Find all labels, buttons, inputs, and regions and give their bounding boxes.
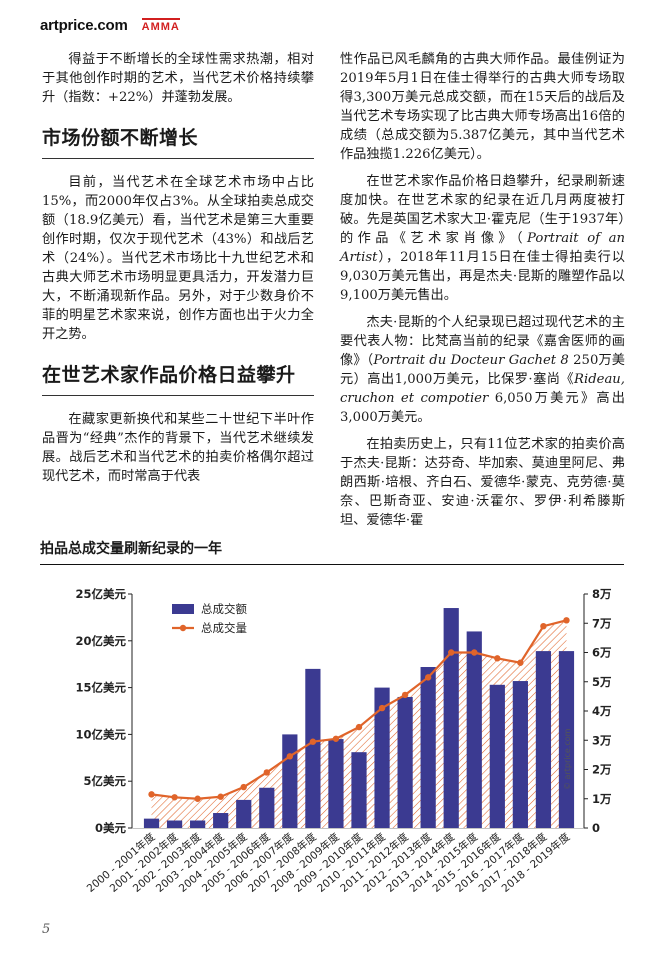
market-share-paragraph: 目前，当代艺术在全球艺术市场中占比15%，而2000年仅占3%。从全球拍卖总成交…	[42, 175, 314, 342]
bar	[236, 799, 252, 828]
line-point	[286, 753, 294, 760]
bar	[466, 631, 482, 828]
right-paragraph-4: 在拍卖历史上，只有11位艺术家的拍卖价高于杰夫·昆斯：达芬奇、毕加索、莫迪里阿尼…	[340, 437, 625, 528]
intro-paragraph: 得益于不断增长的全球性需求热潮，相对于其他创作时期的艺术，当代艺术价格持续攀升（…	[42, 52, 314, 105]
bar	[213, 813, 229, 828]
bar	[166, 820, 183, 828]
living-artists-paragraph: 在藏家更新换代和某些二十世纪下半叶作品晋为“经典”杰作的背景下，当代艺术继续发展…	[42, 412, 314, 484]
combo-chart: 0美元 5亿美元 10亿美元 15亿美元 20亿美元 25亿美元 0 1万 2万 3万 4万 5万 6万…	[75, 587, 612, 895]
right-tick-label: 1万	[592, 792, 612, 806]
line-point	[424, 674, 432, 681]
right-tick-label: 7万	[592, 616, 612, 630]
bar	[558, 651, 575, 828]
text-run: ），2018年11月15日在佳士得拍卖行以9,030万美元售出，再是杰夫·昆斯的…	[340, 250, 625, 303]
bar	[443, 608, 459, 828]
line-point	[494, 655, 501, 662]
legend-bar-swatch	[172, 604, 194, 614]
chart-title: 拍品总成交量刷新纪录的一年	[40, 538, 624, 565]
bar	[305, 668, 321, 828]
bar	[143, 818, 160, 828]
right-tick-label: 4万	[592, 704, 612, 718]
legend-line-marker	[179, 624, 187, 632]
right-column: 性作品已风毛麟角的古典大师作品。最佳例证为2019年5月1日在佳士得举行的古典大…	[340, 50, 625, 538]
watermark-text: © artprice.com	[563, 728, 572, 790]
artprice-logo: artprice.com	[40, 16, 128, 34]
amma-logo: AMMA	[141, 17, 180, 33]
line-point	[448, 649, 455, 656]
text-run: 250万美元）高出1,000万美元，比保罗·塞尚《	[340, 353, 625, 387]
bar	[535, 651, 552, 828]
volume-area-hatch	[151, 620, 567, 828]
bar	[374, 687, 390, 828]
bar	[420, 667, 436, 828]
bar	[282, 734, 298, 828]
line-point	[517, 659, 524, 666]
left-tick-label: 15亿美元	[75, 681, 126, 695]
page-header: artprice.com AMMA	[40, 14, 180, 36]
line-point	[148, 791, 155, 798]
left-tick-label: 25亿美元	[75, 587, 126, 601]
right-tick-label: 8万	[592, 587, 612, 601]
text-run: 6,050万美元》高出3,000万美元。	[340, 391, 625, 425]
right-paragraph-3: 杰夫·昆斯的个人纪录现已超过现代艺术的主要代表人物：比梵高当前的纪录《嘉舍医师的…	[340, 313, 625, 427]
text-run: 在世艺术家作品价格日趋攀升，纪录刷新速度加快。在世艺术家的纪录在近几月两度被打破…	[340, 174, 625, 246]
right-tick-label: 0	[592, 821, 600, 835]
bar	[190, 820, 206, 828]
line-point	[471, 649, 478, 656]
page-number: 5	[42, 922, 51, 937]
line-point	[332, 735, 340, 742]
line-point	[240, 783, 247, 791]
bar	[259, 787, 275, 828]
section-heading-living-artists: 在世艺术家作品价格日益攀升	[42, 366, 314, 396]
artwork-title: Rideau, cruchon et compotier	[340, 372, 625, 406]
text-run: 杰夫·昆斯的个人纪录现已超过现代艺术的主要代表人物：比梵高当前的纪录《嘉舍医师的…	[340, 315, 625, 368]
bar	[328, 739, 344, 828]
bar	[489, 684, 505, 828]
section-heading-market-share: 市场份额不断增长	[42, 129, 314, 159]
line-point	[355, 723, 363, 731]
line-point	[378, 704, 386, 712]
bar	[397, 696, 413, 828]
artwork-title: Portrait du Docteur Gachet 8	[373, 353, 569, 368]
line-point	[263, 769, 270, 776]
right-paragraph-2: 在世艺术家作品价格日趋攀升，纪录刷新速度加快。在世艺术家的纪录在近几月两度被打破…	[340, 172, 625, 305]
left-tick-label: 5亿美元	[83, 774, 126, 788]
legend-label-line: 总成交量	[201, 621, 247, 635]
left-tick-label: 0美元	[95, 821, 127, 835]
legend-label-bar: 总成交额	[201, 602, 247, 616]
right-tick-label: 2万	[592, 763, 612, 777]
line-point	[194, 795, 201, 802]
right-tick-label: 6万	[592, 646, 612, 660]
right-paragraph-1: 性作品已风毛麟角的古典大师作品。最佳例证为2019年5月1日在佳士得举行的古典大…	[340, 52, 625, 162]
line-point	[540, 622, 547, 630]
left-tick-label: 20亿美元	[75, 634, 126, 648]
line-point	[217, 793, 224, 800]
line-point	[309, 738, 317, 745]
bar	[351, 752, 367, 828]
right-tick-label: 5万	[592, 675, 612, 689]
artwork-title: Portrait of an Artist	[340, 231, 626, 265]
line-point	[171, 794, 178, 801]
left-column: 得益于不断增长的全球性需求热潮，相对于其他创作时期的艺术，当代艺术价格持续攀升（…	[42, 50, 314, 494]
left-tick-label: 10亿美元	[75, 727, 126, 741]
right-tick-label: 3万	[592, 733, 612, 747]
line-point	[401, 691, 409, 699]
line-point	[563, 617, 570, 624]
bar	[512, 681, 528, 828]
